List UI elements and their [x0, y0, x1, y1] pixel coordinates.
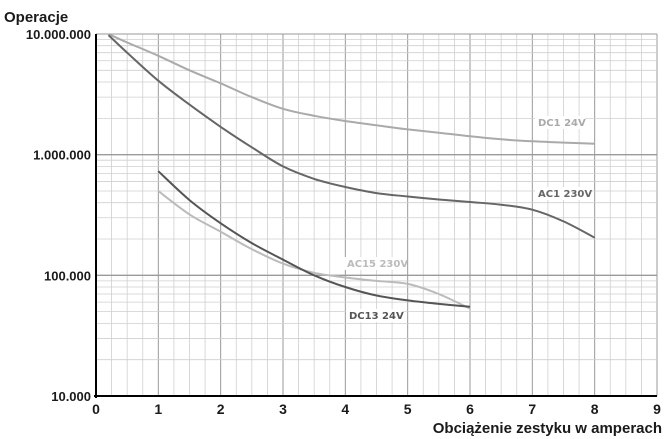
y-tick-label: 10.000	[51, 389, 91, 404]
series-label-bg	[535, 116, 586, 129]
y-tick-label: 10.000.000	[26, 27, 91, 42]
series-label-bg	[535, 187, 592, 200]
series-line-ac1-230v	[107, 34, 596, 239]
tick-labels: 0 1 2 3 4 5 6 7 8 9 10.000 100.000 1.000.000 10.000.0…	[26, 27, 661, 417]
x-tick-label: 0	[92, 401, 100, 417]
x-tick-label: 1	[154, 401, 162, 417]
x-tick-label: 9	[653, 401, 661, 417]
series-label-ac15-230v: AC15 230V	[347, 259, 408, 270]
series-label-bg	[344, 257, 407, 270]
x-tick-label: 8	[591, 401, 599, 417]
series-label-dc13-24v: DC13 24V	[349, 311, 404, 322]
axes	[94, 34, 657, 398]
series-line-ac15-230v	[157, 190, 471, 310]
x-axis-title: Obciążenie zestyku w amperach	[433, 420, 662, 437]
series-labels: DC1 24V AC1 230V AC15 230V DC13 24V	[344, 116, 592, 322]
series-group	[107, 33, 596, 310]
x-tick-label: 6	[466, 401, 474, 417]
x-tick-label: 5	[404, 401, 412, 417]
series-label-bg	[346, 309, 403, 322]
series-line-dc1-24v	[108, 33, 595, 145]
series-label-dc1-24v: DC1 24V	[538, 118, 586, 129]
x-tick-label: 4	[341, 401, 349, 417]
x-tick-label: 3	[279, 401, 287, 417]
x-tick-label: 7	[528, 401, 536, 417]
y-tick-label: 1.000.000	[33, 148, 91, 163]
y-tick-label: 100.000	[44, 268, 91, 283]
series-label-ac1-230v: AC1 230V	[538, 189, 592, 200]
series-line-dc13-24v	[157, 170, 471, 308]
grid	[95, 33, 658, 397]
x-tick-label: 2	[217, 401, 225, 417]
y-axis-title: Operacje	[4, 9, 68, 26]
